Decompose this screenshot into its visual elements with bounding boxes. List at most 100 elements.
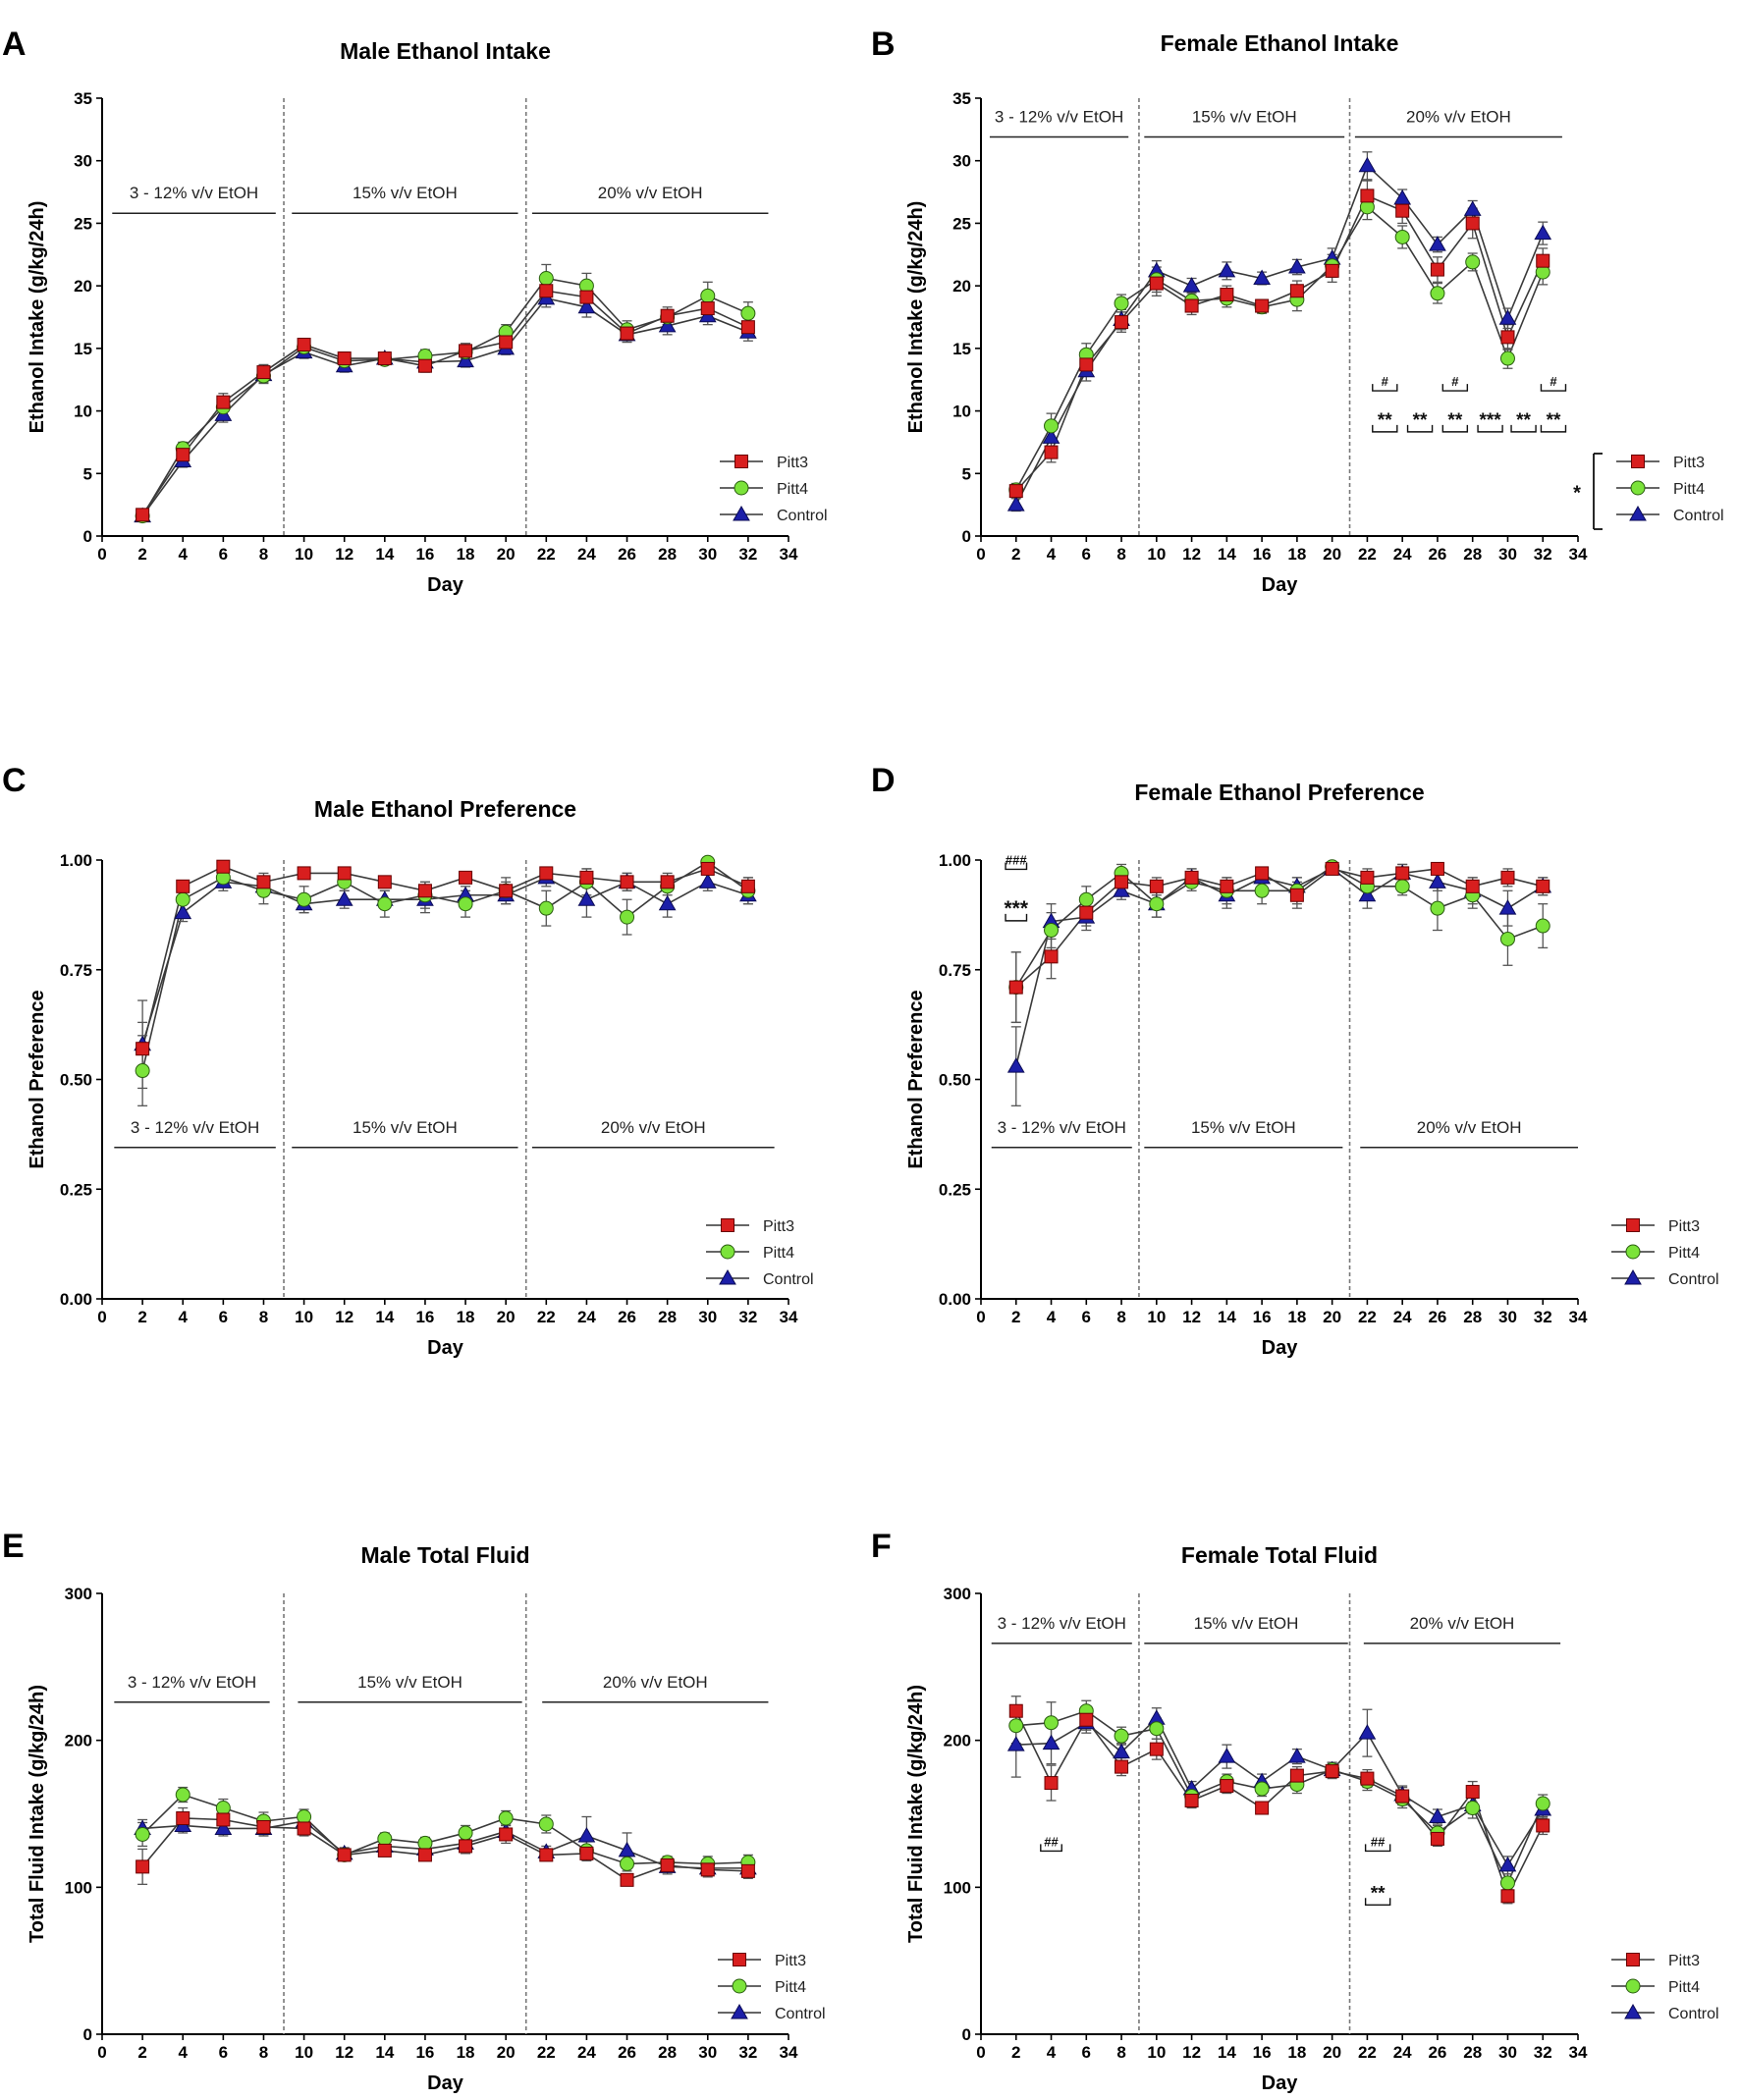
- data-point-pitt4: [297, 891, 312, 907]
- x-tick-label: 24: [577, 545, 596, 564]
- data-point-pitt4: [1114, 296, 1129, 311]
- data-point-pitt3: [1008, 484, 1023, 499]
- series-line-control: [1014, 868, 1544, 1067]
- data-point-pitt3: [1220, 879, 1234, 893]
- data-point-pitt3: [1500, 1889, 1515, 1904]
- x-tick-label: 32: [738, 1308, 757, 1326]
- phase-label: 15% v/v EtOH: [1191, 1118, 1296, 1137]
- data-point-pitt3: [1536, 253, 1550, 268]
- data-point-control: [174, 903, 192, 920]
- chart-title: Female Total Fluid: [1181, 1542, 1378, 1568]
- legend-sig-marker: *: [1573, 483, 1581, 505]
- data-point-pitt3: [1430, 262, 1444, 277]
- sig-bracket: [1540, 384, 1567, 392]
- legend-marker-pitt4: [1625, 1244, 1641, 1260]
- panel-letter-a: A: [2, 26, 27, 63]
- data-point-control: [1006, 496, 1025, 512]
- data-point-pitt3: [1430, 861, 1444, 876]
- x-tick-label: 4: [179, 2043, 189, 2062]
- y-tick-label: 30: [74, 152, 92, 171]
- data-point-pitt3: [1325, 263, 1339, 278]
- data-point-pitt3: [216, 859, 231, 874]
- data-point-pitt4: [1499, 931, 1515, 946]
- data-point-pitt4: [538, 900, 554, 916]
- x-tick-label: 20: [497, 1308, 516, 1326]
- phase-label: 15% v/v EtOH: [357, 1673, 462, 1692]
- legend-label-pitt3: Pitt3: [1673, 455, 1705, 471]
- series-line-pitt3: [141, 290, 749, 515]
- x-axis-label: Day: [427, 574, 464, 596]
- data-point-control: [618, 1841, 636, 1858]
- y-tick-label: 300: [944, 1585, 971, 1603]
- x-tick-label: 12: [1182, 545, 1201, 564]
- data-point-control: [1113, 882, 1130, 897]
- data-point-pitt4: [1078, 891, 1094, 907]
- sig-bracket: [1406, 424, 1434, 433]
- data-point-control: [1006, 1057, 1025, 1073]
- data-point-pitt3: [136, 1859, 150, 1874]
- data-point-control: [1358, 886, 1377, 902]
- x-tick-label: 20: [1323, 2043, 1341, 2062]
- x-tick-label: 10: [1147, 1308, 1166, 1326]
- y-tick-label: 200: [944, 1732, 971, 1750]
- data-point-control: [457, 351, 474, 368]
- data-point-control: [1253, 269, 1271, 285]
- phase-label: 15% v/v EtOH: [353, 184, 458, 202]
- data-point-pitt3: [1184, 1794, 1199, 1808]
- sig-marker: **: [1547, 410, 1561, 431]
- legend-marker-pitt4: [734, 480, 749, 496]
- series-line-pitt3: [1015, 1710, 1544, 1899]
- legend-marker-control: [733, 505, 750, 521]
- x-tick-label: 32: [738, 2043, 757, 2062]
- x-tick-label: 10: [1147, 545, 1166, 564]
- legend-label-pitt4: Pitt4: [1668, 1979, 1700, 1996]
- data-point-pitt3: [1149, 879, 1164, 893]
- data-point-pitt3: [377, 875, 392, 889]
- data-point-pitt4: [1149, 1721, 1165, 1737]
- sig-bracket: [1510, 424, 1537, 433]
- data-point-pitt3: [740, 320, 755, 335]
- phase-label: 20% v/v EtOH: [601, 1118, 706, 1137]
- phase-label: 15% v/v EtOH: [353, 1118, 458, 1137]
- y-tick-label: 0.00: [939, 1290, 971, 1309]
- x-tick-label: 34: [780, 545, 798, 564]
- x-tick-label: 4: [179, 545, 189, 564]
- data-point-pitt3: [1255, 866, 1270, 881]
- data-point-pitt4: [498, 1810, 514, 1826]
- x-tick-label: 22: [1358, 2043, 1377, 2062]
- sig-bracket: [1364, 1844, 1391, 1853]
- sig-marker: **: [1371, 1883, 1386, 1904]
- data-point-pitt4: [175, 891, 190, 907]
- x-tick-label: 28: [1463, 1308, 1482, 1326]
- data-point-control: [335, 890, 353, 906]
- phase-label: 3 - 12% v/v EtOH: [130, 184, 258, 202]
- data-point-pitt3: [620, 1872, 634, 1887]
- legend-marker-pitt4: [1630, 480, 1646, 496]
- chart-title: Male Total Fluid: [360, 1542, 529, 1568]
- series-line-control: [1015, 1716, 1544, 1867]
- data-point-pitt4: [1430, 286, 1445, 301]
- series-line-control: [1015, 164, 1544, 506]
- x-tick-label: 28: [658, 1308, 677, 1326]
- data-point-pitt3: [1220, 288, 1234, 302]
- legend-label-control: Control: [1668, 1271, 1719, 1288]
- data-point-pitt3: [1008, 1703, 1023, 1718]
- data-point-pitt4: [175, 1787, 190, 1803]
- x-tick-label: 28: [1463, 2043, 1482, 2062]
- y-tick-label: 10: [74, 403, 92, 421]
- data-point-control: [1218, 1748, 1236, 1763]
- x-tick-label: 30: [1498, 545, 1517, 564]
- phase-label: 3 - 12% v/v EtOH: [998, 1118, 1126, 1137]
- phase-label: 20% v/v EtOH: [598, 184, 703, 202]
- x-axis-label: Day: [1262, 574, 1299, 596]
- x-tick-label: 16: [415, 2043, 434, 2062]
- data-point-pitt4: [1149, 896, 1165, 912]
- legend-marker-pitt3: [1631, 455, 1645, 468]
- data-point-control: [1498, 899, 1517, 915]
- y-tick-label: 200: [65, 1732, 92, 1750]
- x-tick-label: 14: [375, 1308, 394, 1326]
- data-point-control: [1006, 1736, 1025, 1751]
- data-point-pitt4: [538, 1816, 554, 1832]
- series-line-control: [141, 296, 749, 517]
- data-point-pitt3: [499, 1827, 514, 1842]
